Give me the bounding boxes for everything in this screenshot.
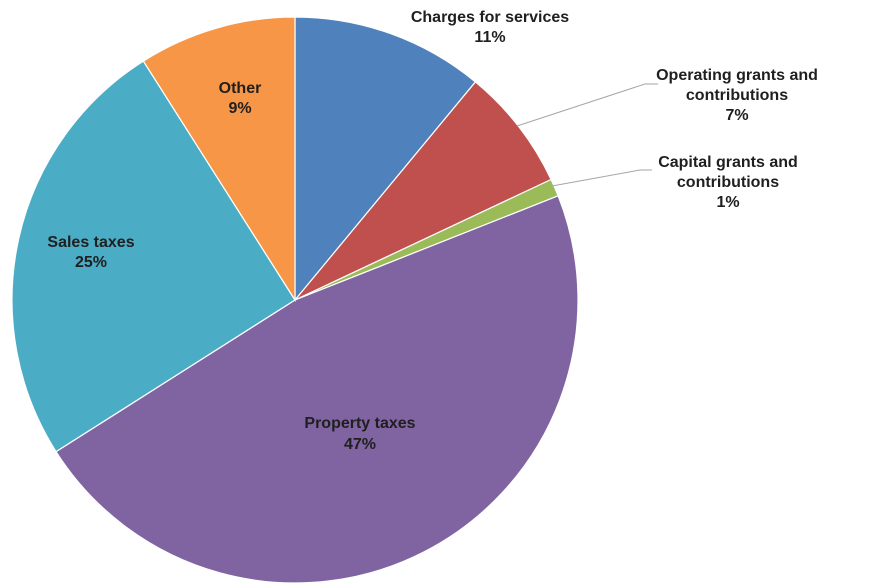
pie-slice-3 bbox=[55, 195, 579, 583]
slice-name: Other bbox=[219, 80, 262, 97]
slice-name: contributions bbox=[677, 174, 779, 191]
slice-name: Charges for services bbox=[411, 9, 569, 26]
slice-labels: Charges for services 11% Operating grants … bbox=[47, 9, 817, 453]
slice-percent: 25% bbox=[75, 254, 107, 271]
pie-slices bbox=[11, 16, 579, 583]
pie-slice-0 bbox=[294, 16, 477, 302]
slice-percent: 1% bbox=[716, 194, 739, 211]
pie-slice-1 bbox=[294, 81, 552, 301]
leader-line-1 bbox=[516, 83, 658, 127]
slice-label-1: Operating grants and contributions 7% bbox=[656, 67, 818, 124]
slice-label-4: Sales taxes 25% bbox=[47, 234, 134, 271]
pie-slice-5 bbox=[142, 16, 296, 303]
slice-label-5: Other 9% bbox=[219, 80, 262, 117]
pie-slice-4 bbox=[11, 60, 296, 453]
slice-name: contributions bbox=[686, 87, 788, 104]
slice-name: Capital grants and bbox=[658, 154, 798, 171]
slice-name: Operating grants and bbox=[656, 67, 818, 84]
slice-percent: 9% bbox=[228, 100, 251, 117]
slice-percent: 7% bbox=[725, 107, 748, 124]
slice-label-2: Capital grants and contributions 1% bbox=[658, 154, 798, 211]
leader-lines bbox=[516, 83, 658, 187]
slice-label-3: Property taxes 47% bbox=[304, 415, 415, 453]
slice-name: Sales taxes bbox=[47, 234, 134, 251]
slice-name: Property taxes bbox=[304, 415, 415, 432]
slice-percent: 11% bbox=[474, 29, 505, 46]
slice-label-0: Charges for services 11% bbox=[411, 9, 569, 46]
slice-percent: 47% bbox=[344, 436, 376, 453]
leader-line-2 bbox=[551, 169, 652, 187]
